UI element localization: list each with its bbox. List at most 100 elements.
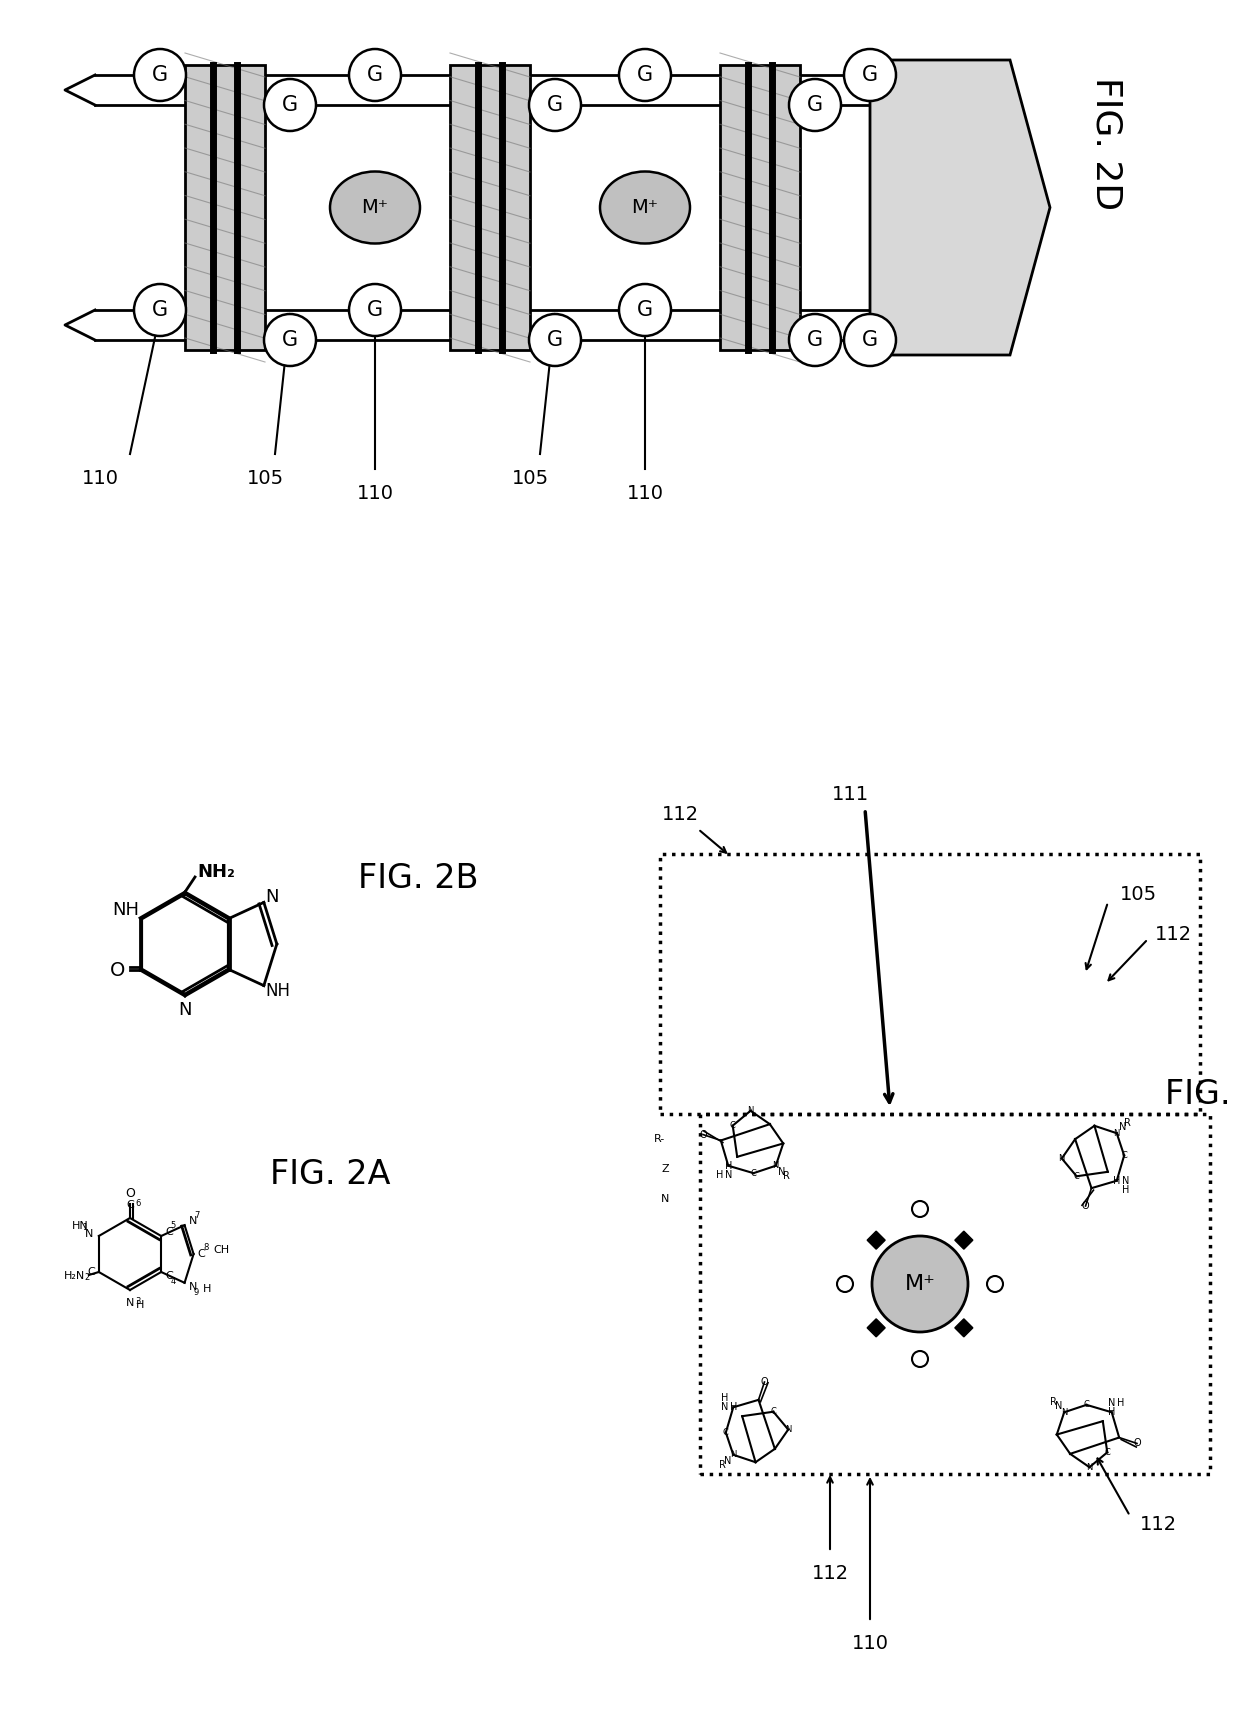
Text: G: G bbox=[862, 329, 878, 350]
Text: FIG. 2C: FIG. 2C bbox=[1166, 1077, 1240, 1110]
Text: G: G bbox=[281, 329, 298, 350]
Text: 7: 7 bbox=[193, 1210, 200, 1219]
Text: C: C bbox=[1121, 1151, 1127, 1160]
Text: H: H bbox=[136, 1300, 144, 1309]
Text: N: N bbox=[777, 1167, 785, 1177]
Text: C: C bbox=[126, 1200, 134, 1210]
Text: FIG. 2D: FIG. 2D bbox=[1090, 78, 1123, 210]
Text: G: G bbox=[547, 329, 563, 350]
Text: 3: 3 bbox=[135, 1297, 140, 1306]
Bar bbox=[450, 64, 529, 350]
Circle shape bbox=[348, 49, 401, 101]
Text: N: N bbox=[720, 1403, 728, 1411]
Circle shape bbox=[264, 80, 316, 132]
Text: 110: 110 bbox=[357, 484, 393, 503]
Text: H: H bbox=[1117, 1398, 1125, 1408]
Text: H: H bbox=[202, 1283, 211, 1294]
Text: R-: R- bbox=[653, 1134, 665, 1144]
Text: N: N bbox=[125, 1299, 134, 1307]
Text: 1: 1 bbox=[82, 1224, 88, 1233]
Text: 6: 6 bbox=[135, 1200, 140, 1209]
Text: C: C bbox=[165, 1228, 172, 1236]
Text: N: N bbox=[730, 1450, 737, 1460]
Text: H: H bbox=[724, 1160, 732, 1170]
Text: N: N bbox=[1059, 1153, 1065, 1164]
Text: 112: 112 bbox=[1140, 1514, 1177, 1533]
Circle shape bbox=[529, 314, 582, 366]
Text: H: H bbox=[1122, 1184, 1130, 1195]
Circle shape bbox=[134, 49, 186, 101]
Text: N: N bbox=[1086, 1463, 1092, 1472]
Text: G: G bbox=[862, 64, 878, 85]
Text: R: R bbox=[719, 1460, 727, 1470]
Text: C: C bbox=[1084, 1401, 1090, 1410]
Polygon shape bbox=[955, 1320, 973, 1337]
Circle shape bbox=[844, 314, 897, 366]
Text: H: H bbox=[720, 1394, 728, 1403]
Text: 112: 112 bbox=[661, 805, 698, 824]
Text: 5: 5 bbox=[171, 1221, 176, 1231]
Text: 9: 9 bbox=[193, 1288, 200, 1297]
Text: N: N bbox=[785, 1425, 791, 1434]
Text: N: N bbox=[1061, 1408, 1068, 1417]
Bar bbox=[660, 855, 1200, 1113]
Circle shape bbox=[911, 1351, 928, 1366]
Text: N: N bbox=[179, 1001, 192, 1020]
Text: N: N bbox=[1114, 1129, 1120, 1138]
Text: G: G bbox=[153, 300, 169, 321]
Text: HN: HN bbox=[72, 1221, 89, 1231]
Text: 4: 4 bbox=[171, 1278, 176, 1287]
Text: R: R bbox=[782, 1170, 790, 1181]
Text: G: G bbox=[281, 95, 298, 114]
Text: O: O bbox=[1133, 1439, 1141, 1448]
Text: G: G bbox=[367, 64, 383, 85]
Text: G: G bbox=[807, 329, 823, 350]
Text: C: C bbox=[723, 1429, 729, 1437]
Circle shape bbox=[844, 49, 897, 101]
Text: 112: 112 bbox=[1154, 924, 1192, 943]
Text: N: N bbox=[188, 1281, 197, 1292]
Ellipse shape bbox=[600, 172, 689, 243]
Text: N: N bbox=[265, 888, 279, 907]
Text: H: H bbox=[1114, 1176, 1121, 1186]
Text: 2: 2 bbox=[84, 1273, 89, 1283]
Circle shape bbox=[529, 80, 582, 132]
Text: NH: NH bbox=[113, 902, 139, 919]
Text: R: R bbox=[1050, 1398, 1058, 1406]
Text: C: C bbox=[1105, 1448, 1110, 1457]
Text: 105: 105 bbox=[247, 468, 284, 487]
Text: M⁺: M⁺ bbox=[904, 1274, 935, 1294]
Polygon shape bbox=[870, 61, 1050, 355]
Text: H: H bbox=[729, 1403, 737, 1411]
Text: C: C bbox=[770, 1408, 776, 1417]
Text: FIG. 2A: FIG. 2A bbox=[270, 1158, 391, 1191]
Text: M⁺: M⁺ bbox=[631, 198, 658, 217]
Text: C: C bbox=[750, 1169, 756, 1177]
Text: 8: 8 bbox=[203, 1243, 208, 1252]
Circle shape bbox=[837, 1276, 853, 1292]
Text: N: N bbox=[773, 1162, 779, 1170]
Text: G: G bbox=[547, 95, 563, 114]
Text: NH: NH bbox=[265, 981, 290, 999]
Text: O: O bbox=[699, 1129, 707, 1139]
Text: G: G bbox=[153, 64, 169, 85]
Text: C: C bbox=[87, 1268, 94, 1276]
Text: N: N bbox=[1109, 1398, 1116, 1408]
Bar bbox=[720, 64, 800, 350]
Text: N: N bbox=[724, 1457, 732, 1465]
Text: FIG. 2B: FIG. 2B bbox=[358, 862, 479, 895]
Polygon shape bbox=[867, 1231, 885, 1248]
Text: N: N bbox=[1122, 1176, 1130, 1186]
Text: G: G bbox=[807, 95, 823, 114]
Circle shape bbox=[911, 1202, 928, 1217]
Text: R: R bbox=[1123, 1118, 1131, 1127]
Text: O: O bbox=[110, 961, 125, 980]
Circle shape bbox=[872, 1236, 968, 1332]
Text: C: C bbox=[730, 1122, 735, 1131]
Text: 111: 111 bbox=[832, 786, 868, 805]
Circle shape bbox=[789, 314, 841, 366]
Circle shape bbox=[348, 284, 401, 336]
Polygon shape bbox=[955, 1231, 973, 1248]
Circle shape bbox=[134, 284, 186, 336]
Circle shape bbox=[619, 49, 671, 101]
